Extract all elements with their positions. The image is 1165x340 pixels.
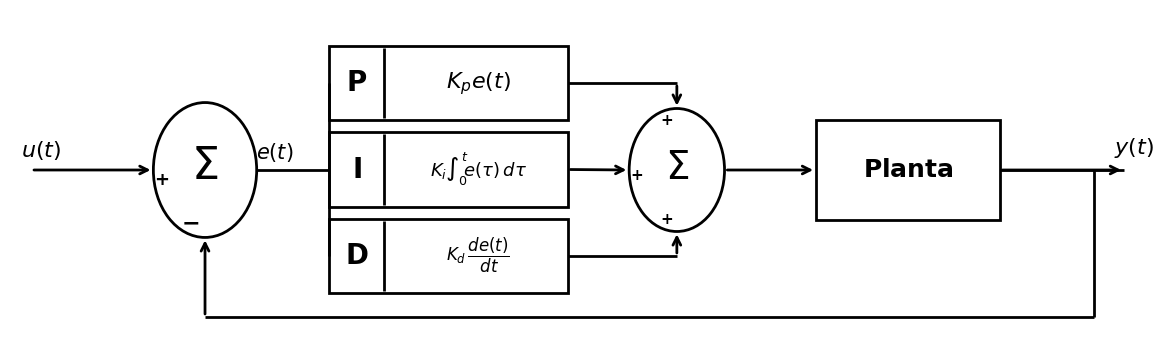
Text: $\mathbf{P}$: $\mathbf{P}$ bbox=[346, 69, 368, 97]
Bar bbox=[816, 120, 1000, 220]
Text: +: + bbox=[630, 168, 643, 184]
Bar bbox=[330, 46, 567, 120]
Text: +: + bbox=[154, 171, 169, 189]
Text: $y(t)$: $y(t)$ bbox=[1114, 136, 1153, 160]
Text: $\mathbf{Planta}$: $\mathbf{Planta}$ bbox=[862, 158, 953, 182]
Text: $\mathbf{D}$: $\mathbf{D}$ bbox=[345, 242, 369, 270]
Text: $K_p e(t)$: $K_p e(t)$ bbox=[446, 70, 510, 97]
Ellipse shape bbox=[154, 103, 256, 237]
Text: $e(t)$: $e(t)$ bbox=[256, 141, 294, 164]
Text: $\mathbf{I}$: $\mathbf{I}$ bbox=[352, 155, 362, 184]
Text: +: + bbox=[661, 212, 673, 227]
Text: −: − bbox=[182, 214, 200, 234]
Bar bbox=[330, 132, 567, 207]
Text: +: + bbox=[661, 113, 673, 128]
Text: $K_i\int_0^t\! e(\tau)\,d\tau$: $K_i\int_0^t\! e(\tau)\,d\tau$ bbox=[430, 151, 527, 188]
Text: $u(t)$: $u(t)$ bbox=[21, 139, 62, 162]
Text: $\Sigma$: $\Sigma$ bbox=[665, 150, 689, 187]
Text: $K_d\,\dfrac{de(t)}{dt}$: $K_d\,\dfrac{de(t)}{dt}$ bbox=[446, 236, 510, 275]
Bar bbox=[330, 219, 567, 293]
Ellipse shape bbox=[629, 108, 725, 232]
Text: $\Sigma$: $\Sigma$ bbox=[191, 144, 219, 188]
